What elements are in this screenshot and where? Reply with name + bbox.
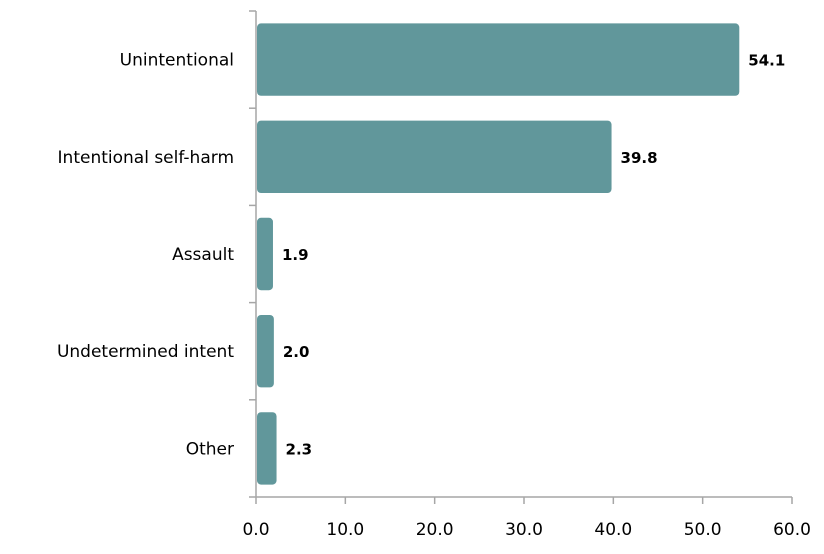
x-tick-label: 20.0 xyxy=(416,520,454,540)
x-tick-label: 10.0 xyxy=(326,520,364,540)
bar xyxy=(257,217,273,291)
data-label: 2.3 xyxy=(286,440,313,458)
bar xyxy=(257,314,274,388)
x-tick-label: 30.0 xyxy=(505,520,543,540)
bar xyxy=(257,412,277,485)
bar xyxy=(257,23,740,96)
category-label: Other xyxy=(186,439,234,459)
ticks-group xyxy=(249,10,793,504)
category-label: Intentional self-harm xyxy=(58,148,234,168)
data-label: 2.0 xyxy=(283,343,310,361)
labels-group: 0.0 10.0 20.0 30.0 40.0 50.0 60.0 Unintentional… xyxy=(57,51,811,540)
x-tick-label: 40.0 xyxy=(594,520,632,540)
bar xyxy=(257,120,612,194)
data-label: 54.1 xyxy=(748,52,785,70)
x-tick-label: 50.0 xyxy=(684,520,722,540)
x-tick-label: 0.0 xyxy=(242,520,269,540)
category-label: Undetermined intent xyxy=(57,342,234,362)
bars-group xyxy=(257,23,740,485)
data-label: 39.8 xyxy=(621,149,658,167)
category-label: Assault xyxy=(172,245,234,265)
data-label: 1.9 xyxy=(282,246,309,264)
category-label: Unintentional xyxy=(120,51,234,71)
x-tick-label: 60.0 xyxy=(773,520,811,540)
